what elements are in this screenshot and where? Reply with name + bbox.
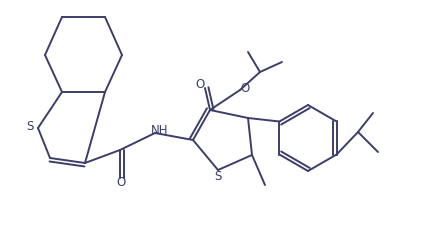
Text: NH: NH bbox=[151, 123, 169, 137]
Text: S: S bbox=[26, 120, 34, 133]
Text: O: O bbox=[195, 78, 205, 90]
Text: O: O bbox=[116, 177, 125, 189]
Text: S: S bbox=[214, 169, 222, 182]
Text: O: O bbox=[240, 82, 250, 95]
